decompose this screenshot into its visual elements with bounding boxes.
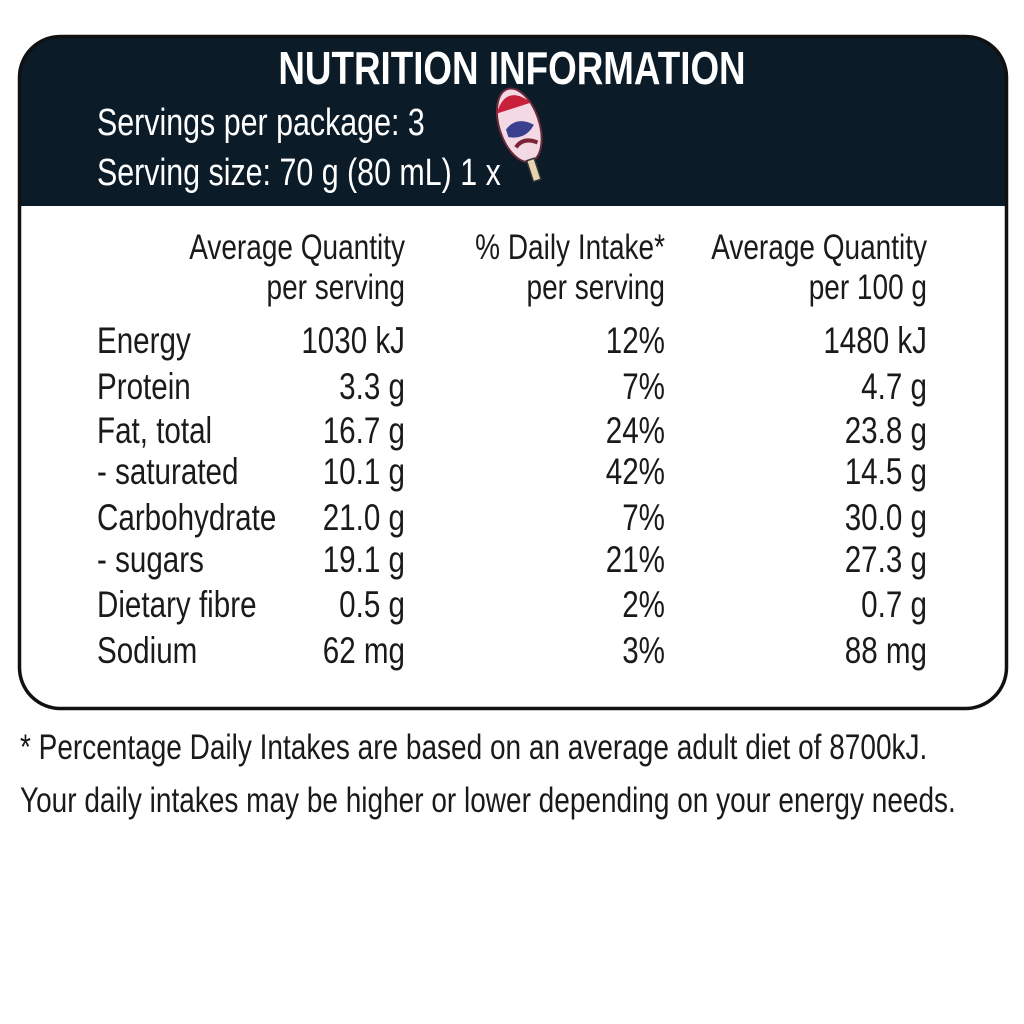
nutrient-value: 7% — [622, 498, 665, 539]
label-border — [17, 34, 1009, 711]
column-header: Average Quantity — [189, 227, 405, 267]
nutrient-value: 42% — [606, 452, 665, 493]
footnote: * Percentage Daily Intakes are based on … — [20, 727, 927, 767]
content: NUTRITION INFORMATION Servings per packag… — [20, 42, 956, 820]
nutrient-value: 3% — [622, 631, 665, 672]
nutrient-value: 0.5 g — [339, 585, 405, 626]
nutrient-value: 27.3 g — [845, 540, 927, 581]
nutrient-value: 21% — [606, 540, 665, 581]
nutrient-value: 30.0 g — [845, 498, 927, 539]
nutrient-value: 4.7 g — [861, 367, 927, 408]
nutrient-value: 1030 kJ — [301, 321, 405, 362]
title: NUTRITION INFORMATION — [278, 42, 745, 94]
nutrient-value: 16.7 g — [323, 411, 405, 452]
nutrient-value: 3.3 g — [339, 367, 405, 408]
nutrient-value: 62 mg — [323, 631, 405, 672]
column-header: % Daily Intake* — [475, 227, 665, 267]
ice-cream-icon — [495, 87, 543, 183]
nutrient-value: 1480 kJ — [823, 321, 927, 362]
nutrient-value: 14.5 g — [845, 452, 927, 493]
serving-size: Serving size: 70 g (80 mL) 1 x — [97, 152, 501, 194]
nutrient-name: Protein — [97, 367, 191, 408]
nutrient-name: Carbohydrate — [97, 498, 276, 539]
nutrient-name: Sodium — [97, 631, 197, 672]
nutrient-value: 12% — [606, 321, 665, 362]
nutrient-value: 0.7 g — [861, 585, 927, 626]
nutrient-value: 88 mg — [845, 631, 927, 672]
column-header: per 100 g — [809, 267, 927, 307]
column-header: Average Quantity — [711, 227, 927, 267]
nutrient-value: 24% — [606, 411, 665, 452]
nutrient-name: - sugars — [97, 540, 204, 581]
column-header: per serving — [527, 267, 665, 307]
nutrient-name: Fat, total — [97, 411, 212, 452]
nutrient-name: Energy — [97, 321, 191, 362]
nutrient-value: 19.1 g — [323, 540, 405, 581]
footnote: Your daily intakes may be higher or lowe… — [20, 780, 956, 820]
nutrient-name: Dietary fibre — [97, 585, 257, 626]
nutrient-name: - saturated — [97, 452, 238, 493]
servings-per-package: Servings per package: 3 — [97, 102, 425, 144]
nutrient-value: 23.8 g — [845, 411, 927, 452]
nutrient-value: 21.0 g — [323, 498, 405, 539]
nutrient-value: 10.1 g — [323, 452, 405, 493]
nutrient-value: 7% — [622, 367, 665, 408]
column-header: per serving — [267, 267, 405, 307]
nutrient-value: 2% — [622, 585, 665, 626]
